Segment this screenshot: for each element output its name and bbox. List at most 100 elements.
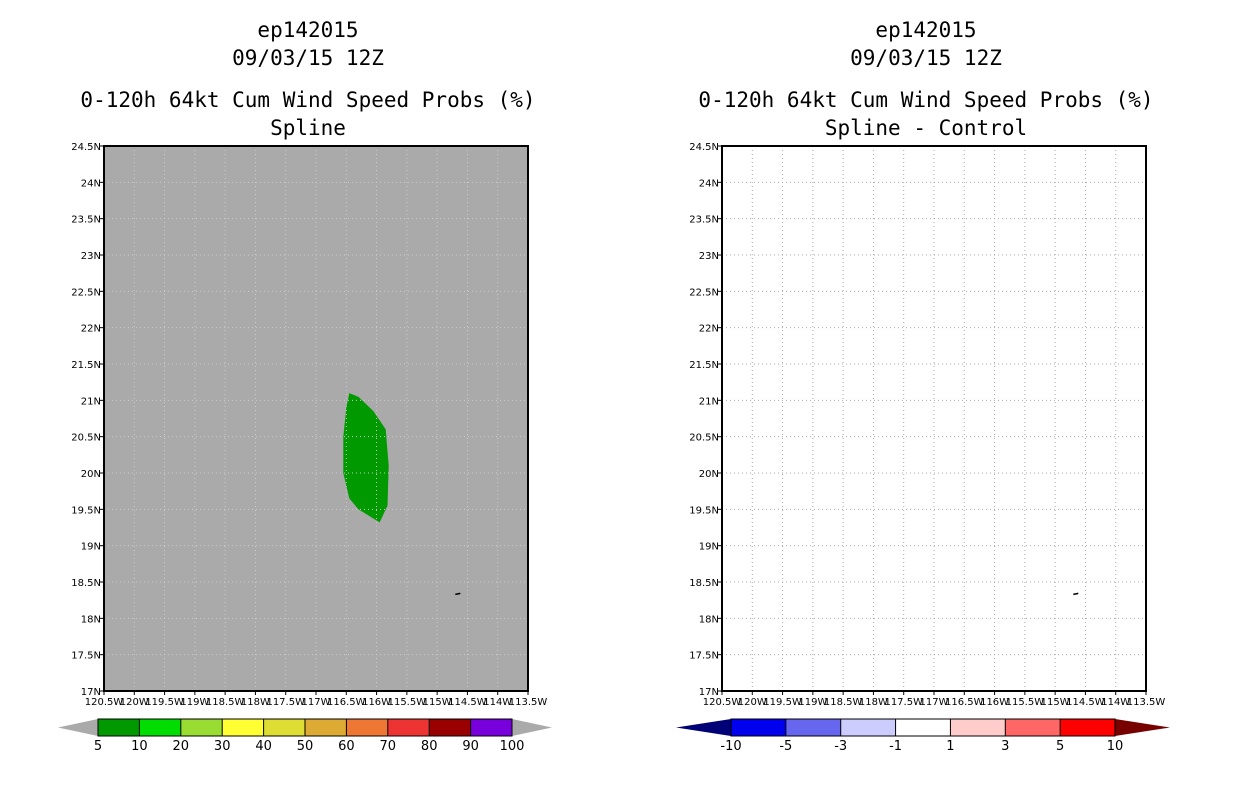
y-tick-label: 20N [699,469,719,480]
y-tick-label: 24N [699,178,719,189]
colorbar-swatch [731,719,786,736]
right-chart-title: ep142015 09/03/15 12Z 0-120h 64kt Cum Win… [666,16,1186,142]
colorbar-swatch [470,719,512,736]
colorbar-swatch [305,719,347,736]
y-tick-label: 17N [81,687,101,698]
x-tick-label: 118W [241,697,270,708]
x-tick-label: 119W [798,697,827,708]
x-tick-label: 120W [120,697,149,708]
colorbar-swatch [222,719,264,736]
x-tick-label: 116W [362,697,391,708]
x-tick-label: 119W [180,697,209,708]
left-chart-title: ep142015 09/03/15 12Z 0-120h 64kt Cum Win… [48,16,568,142]
x-tick-label: 118.5W [824,697,863,708]
colorbar-frame [730,718,1116,737]
colorbar-label: 20 [173,739,190,754]
colorbar-label: 70 [380,739,397,754]
title-line: 09/03/15 12Z [850,46,1002,70]
colorbar-high-arrow [1115,719,1170,736]
y-tick-label: 22.5N [689,287,719,298]
colorbar-label: 90 [462,739,479,754]
colorbar-label: 50 [297,739,314,754]
colorbar-frame [97,718,513,737]
title-line: 09/03/15 12Z [232,46,384,70]
probability-region [343,393,389,523]
y-tick-label: 19.5N [71,505,101,516]
x-tick-label: 120W [738,697,767,708]
x-tick-label: 116.5W [945,697,984,708]
colorbar-label: 10 [131,739,148,754]
colorbar-low-arrow [58,719,98,736]
x-tick-label: 113.5W [1127,697,1166,708]
y-tick-label: 19N [699,542,719,553]
y-tick-label: 20.5N [71,433,101,444]
x-tick-label: 113.5W [509,697,548,708]
coastline-fragment [1073,592,1079,596]
colorbar-swatch [895,719,951,736]
colorbar-label: 60 [338,739,355,754]
colorbar-label: 5 [1056,739,1064,754]
colorbar-label: -3 [834,739,847,754]
colorbar-swatch [950,719,1006,736]
y-tick-label: 21.5N [689,360,719,371]
y-tick-label: 18N [81,614,101,625]
y-tick-label: 17.5N [689,651,719,662]
y-tick-label: 23N [81,251,101,262]
title-line: 0-120h 64kt Cum Wind Speed Probs (%) [80,88,536,112]
colorbar-label: 40 [255,739,272,754]
y-tick-label: 18N [699,614,719,625]
y-tick-label: 19N [81,542,101,553]
x-tick-label: 115.5W [388,697,427,708]
y-tick-label: 22.5N [71,287,101,298]
x-tick-label: 118.5W [206,697,245,708]
colorbar-label: 80 [421,739,438,754]
x-tick-label: 116W [980,697,1009,708]
y-tick-label: 20.5N [689,433,719,444]
colorbar-label: 30 [214,739,231,754]
left-chart: 120.5W120W119.5W119W118.5W118W117.5W117W… [58,142,552,754]
colorbar-swatch [840,719,896,736]
x-tick-label: 119.5W [763,697,802,708]
x-tick-label: 115.5W [1006,697,1045,708]
colorbar-label: 5 [94,739,102,754]
colorbar-swatch [263,719,305,736]
colorbar-swatch [98,719,140,736]
title-line: 0-120h 64kt Cum Wind Speed Probs (%) [698,88,1154,112]
x-tick-label: 116.5W [327,697,366,708]
x-tick-label: 114.5W [448,697,487,708]
title-line: Spline - Control [824,116,1028,140]
x-tick-label: 114W [1101,697,1130,708]
x-tick-label: 114.5W [1066,697,1105,708]
x-tick-label: 120.5W [85,697,124,708]
colorbar-low-arrow [676,719,731,736]
title-line: ep142015 [257,18,359,42]
x-tick-label: 117W [920,697,949,708]
colorbar-swatch [785,719,841,736]
colorbar-swatch [180,719,223,736]
x-tick-label: 117W [302,697,331,708]
colorbar-swatch [429,719,471,736]
colorbar-swatch [346,719,388,736]
y-tick-label: 21N [81,396,101,407]
right-chart: 120.5W120W119.5W119W118.5W118W117.5W117W… [676,142,1170,754]
x-tick-label: 114W [483,697,512,708]
title-line: Spline [270,116,346,140]
x-tick-label: 117.5W [884,697,923,708]
y-tick-label: 22N [81,324,101,335]
x-tick-label: 115W [1041,697,1070,708]
y-tick-label: 18.5N [689,578,719,589]
y-tick-label: 17.5N [71,651,101,662]
colorbar-label: -1 [889,739,902,754]
colorbar-label: -10 [720,739,741,754]
colorbar-label: 3 [1001,739,1009,754]
y-tick-label: 22N [699,324,719,335]
y-tick-label: 21N [699,396,719,407]
y-tick-label: 19.5N [689,505,719,516]
title-line: ep142015 [875,18,977,42]
y-tick-label: 18.5N [71,578,101,589]
x-tick-label: 120.5W [703,697,742,708]
y-tick-label: 23.5N [71,215,101,226]
y-tick-label: 24.5N [689,142,719,153]
colorbar-label: 100 [500,739,525,754]
